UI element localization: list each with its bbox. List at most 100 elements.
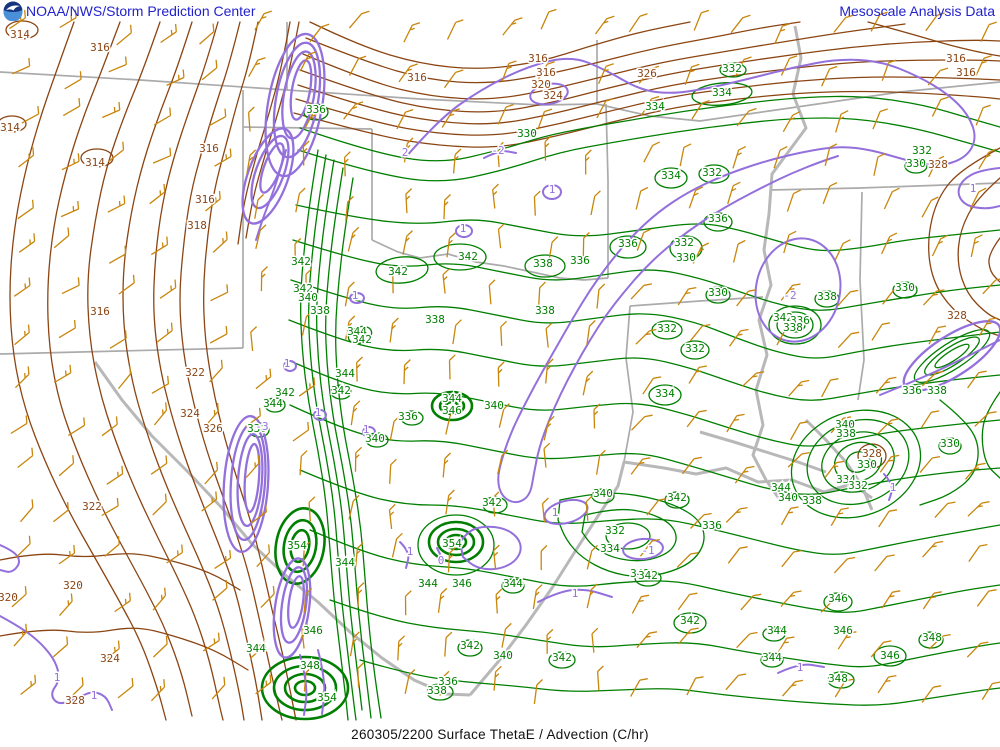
contour-label: 344 <box>442 392 462 405</box>
contour-label: 316 <box>90 305 110 318</box>
contour-label: 332 <box>674 236 694 249</box>
contour-label: 328 <box>947 309 967 322</box>
contour-label: 320 <box>531 78 551 91</box>
contour-label: 340 <box>778 491 798 504</box>
noaa-logo-icon[interactable] <box>3 1 23 22</box>
footer-strip <box>0 747 1000 750</box>
contour-label: 342 <box>458 250 478 263</box>
contour-label: 332 <box>722 62 742 75</box>
contour-label: 332 <box>605 524 625 537</box>
contour-label: 328 <box>928 158 948 171</box>
contour-label: 344 <box>762 651 782 664</box>
contour-label: 328 <box>862 447 882 460</box>
contour-label: 322 <box>185 366 205 379</box>
contour-label: 344 <box>418 577 438 590</box>
contour-label: 346 <box>452 577 472 590</box>
contour-label: 1 <box>54 671 61 684</box>
contour-label: 342 <box>460 639 480 652</box>
contour-label: 330 <box>857 458 877 471</box>
contour-label: -2 <box>783 289 796 302</box>
contour-label: 346 <box>442 404 462 417</box>
contour-label: 342 <box>552 651 572 664</box>
contour-label: 338 <box>927 384 947 397</box>
contour-label: 316 <box>199 142 219 155</box>
contour-label: 330 <box>517 127 537 140</box>
contour-label: 344 <box>335 556 355 569</box>
contour-label: 318 <box>187 219 207 232</box>
contour-label: 316 <box>536 66 556 79</box>
contour-label: 1 <box>797 661 804 674</box>
contour-label: 338 <box>427 684 447 697</box>
contour-label: 322 <box>82 500 102 513</box>
contour-label: 338 <box>425 313 445 326</box>
contour-label: 336 <box>790 314 810 327</box>
contour-label: 338 <box>802 494 822 507</box>
contour-label: 326 <box>637 67 657 80</box>
contour-label: 336 <box>708 212 728 225</box>
contour-label: 332 <box>912 144 932 157</box>
contour-label: 2 <box>402 146 409 159</box>
contour-label: 344 <box>263 397 283 410</box>
page-title[interactable]: Mesoscale Analysis Data <box>839 3 995 19</box>
contour-label: 330 <box>676 251 696 264</box>
contour-label: 330 <box>708 286 728 299</box>
contour-label: 1 <box>572 587 579 600</box>
contour-label: 338 <box>310 304 330 317</box>
contour-label: 338 <box>836 427 856 440</box>
contour-label: 334 <box>661 169 681 182</box>
contour-label: 338 <box>783 321 803 334</box>
contour-label: 324 <box>100 652 120 665</box>
contour-label: 342 <box>680 614 700 627</box>
contour-label: 342 <box>331 384 351 397</box>
contour-label: 316 <box>946 52 966 65</box>
contour-label: 336 <box>306 103 326 116</box>
contour-label: 342 <box>352 333 372 346</box>
contour-label: 342 <box>667 491 687 504</box>
contour-label: 342 <box>291 255 311 268</box>
contour-label: 340 <box>593 487 613 500</box>
contour-label: 354 <box>442 537 462 550</box>
contour-label: -1 <box>641 544 654 557</box>
site-title[interactable]: NOAA/NWS/Storm Prediction Center <box>26 3 256 19</box>
contour-label: 1 <box>284 357 291 370</box>
contour-label: 1 <box>363 423 370 436</box>
contour-label: -3 <box>255 420 268 433</box>
contour-label: 314 <box>0 121 20 134</box>
contour-label: 342 <box>275 386 295 399</box>
contour-label: 354 <box>317 691 337 704</box>
contour-label: 344 <box>347 325 367 338</box>
contour-label: 1 <box>352 289 359 302</box>
contour-label: 336 <box>902 384 922 397</box>
contour-label: 1 <box>552 506 559 519</box>
contour-label: 340 <box>484 399 504 412</box>
contour-label: 338 <box>817 290 837 303</box>
contour-label: 332 <box>702 166 722 179</box>
contour-label: 342 <box>638 569 658 582</box>
contour-label: 342 <box>388 265 408 278</box>
contour-label: 346 <box>303 624 323 637</box>
contour-label: 1 <box>407 545 414 558</box>
contour-label: 336 <box>398 410 418 423</box>
contour-label: -2 <box>491 144 504 157</box>
contour-label: 342 <box>293 282 313 295</box>
contour-label: 340 <box>365 432 385 445</box>
contour-label: 320 <box>0 591 18 604</box>
contour-label: 338 <box>533 257 553 270</box>
contour-label: 334 <box>712 86 732 99</box>
contour-label: 348 <box>922 631 942 644</box>
contour-label: 314 <box>10 28 30 41</box>
contour-label: 340 <box>298 291 318 304</box>
contour-label: 342 <box>482 496 502 509</box>
contour-label: 338 <box>535 304 555 317</box>
contour-label: 346 <box>880 649 900 662</box>
contour-label: 336 <box>618 237 638 250</box>
contour-label: 340 <box>493 649 513 662</box>
contour-label: 336 <box>438 675 458 688</box>
contour-label: 346 <box>828 592 848 605</box>
contour-label: 1 <box>549 183 556 196</box>
contour-label: 326 <box>203 422 223 435</box>
contour-label: 342 <box>773 311 793 324</box>
contour-label: 336 <box>570 254 590 267</box>
